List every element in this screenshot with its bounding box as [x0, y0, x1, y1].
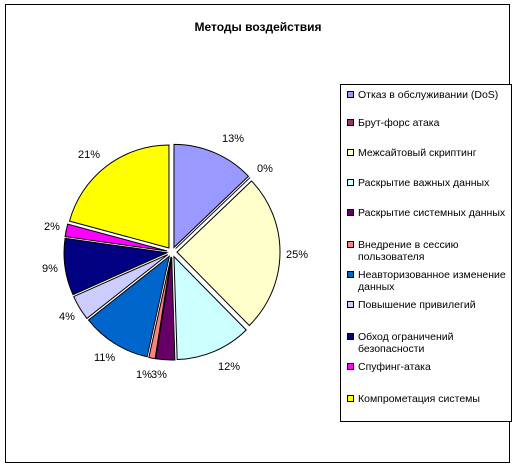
- legend-label: Внедрение в сессию пользователя: [358, 239, 459, 263]
- legend-swatch: [347, 149, 354, 156]
- legend-item-2: Брут-форс атака: [347, 117, 511, 129]
- slice-value-label-11: 21%: [78, 149, 100, 161]
- legend-label: Обход ограничений безопасности: [358, 331, 454, 355]
- slice-value-label-5: 3%: [151, 369, 167, 381]
- chart-title: Методы воздействия: [194, 20, 322, 34]
- slice-value-label-8: 4%: [59, 311, 75, 323]
- pie-slice-9: [63, 237, 169, 296]
- slice-value-label-10: 2%: [44, 221, 60, 233]
- legend-label: Раскрытие системных данных: [358, 207, 506, 219]
- legend-item-11: Компрометация системы: [347, 393, 511, 405]
- legend-swatch: [347, 241, 354, 248]
- legend-label: Раскрытие важных данных: [358, 177, 490, 189]
- legend: Отказ в обслуживании (DoS) Брут-форс атак…: [340, 84, 512, 422]
- legend-swatch: [347, 395, 354, 402]
- legend-item-4: Раскрытие важных данных: [347, 177, 511, 189]
- pie-slice-4: [173, 255, 247, 361]
- slice-value-label-1: 13%: [222, 133, 244, 145]
- pie-slice-6: [148, 256, 172, 360]
- legend-swatch: [347, 363, 354, 370]
- pie-slice-10: [64, 223, 168, 252]
- slice-value-label-2: 0%: [257, 163, 273, 175]
- legend-swatch: [347, 271, 354, 278]
- pie-slice-11: [68, 144, 170, 249]
- legend-item-10: Спуфинг-атака: [347, 361, 511, 373]
- legend-swatch: [347, 209, 354, 216]
- legend-label: Межсайтовый скриптинг: [358, 147, 477, 159]
- legend-item-3: Межсайтовый скриптинг: [347, 147, 511, 159]
- legend-label: Компрометация системы: [358, 393, 480, 405]
- legend-swatch: [347, 119, 354, 126]
- legend-label: Отказ в обслуживании (DoS): [358, 89, 499, 101]
- pie-slice-3: [176, 180, 281, 327]
- legend-item-7: Неавторизованное изменение данных: [347, 269, 511, 293]
- legend-label: Спуфинг-атака: [358, 361, 431, 373]
- legend-label: Неавторизованное изменение данных: [358, 269, 506, 293]
- legend-item-6: Внедрение в сессию пользователя: [347, 239, 511, 263]
- legend-swatch: [347, 179, 354, 186]
- legend-label: Повышение привилегий: [358, 299, 476, 311]
- slice-value-label-6: 1%: [136, 369, 152, 381]
- pie-slice-5: [155, 256, 176, 361]
- slice-value-label-4: 12%: [218, 361, 240, 373]
- legend-item-8: Повышение привилегий: [347, 299, 511, 311]
- legend-item-9: Обход ограничений безопасности: [347, 331, 511, 355]
- legend-label: Брут-форс атака: [358, 117, 440, 129]
- legend-item-5: Раскрытие системных данных: [347, 207, 511, 219]
- legend-item-1: Отказ в обслуживании (DoS): [347, 89, 511, 101]
- pie-slice-1: [173, 143, 250, 249]
- pie-slice-2: [175, 177, 251, 249]
- slice-value-label-9: 9%: [42, 263, 58, 275]
- legend-swatch: [347, 91, 354, 98]
- pie-slice-7: [87, 254, 171, 358]
- slice-value-label-7: 11%: [94, 352, 115, 364]
- pie-slice-8: [73, 254, 169, 320]
- legend-swatch: [347, 333, 354, 340]
- legend-swatch: [347, 301, 354, 308]
- slice-value-label-3: 25%: [286, 249, 308, 261]
